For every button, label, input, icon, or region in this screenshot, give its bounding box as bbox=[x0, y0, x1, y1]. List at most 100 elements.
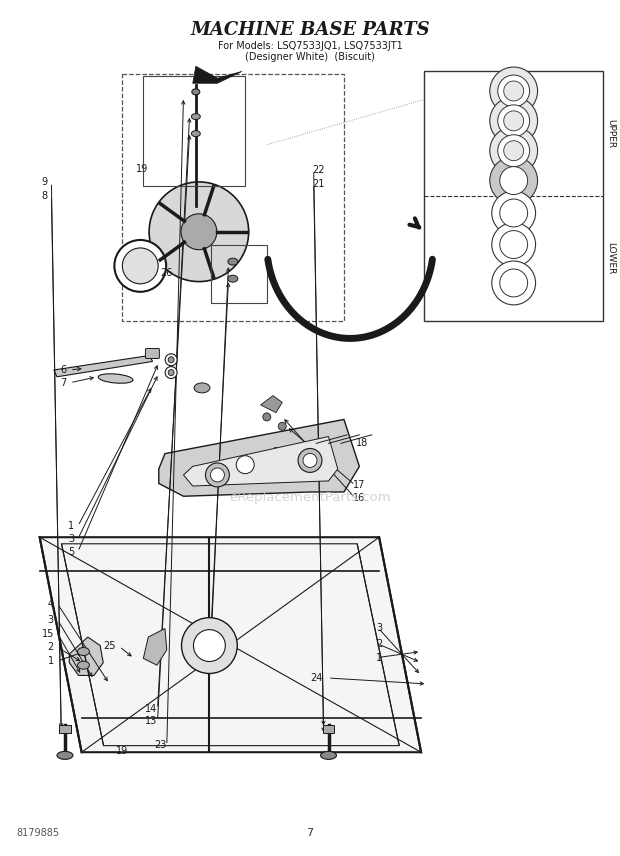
Text: 19: 19 bbox=[115, 746, 128, 756]
Circle shape bbox=[492, 191, 536, 235]
Text: 24: 24 bbox=[310, 673, 322, 683]
Circle shape bbox=[500, 167, 528, 194]
Circle shape bbox=[210, 468, 224, 482]
Ellipse shape bbox=[228, 259, 238, 265]
Circle shape bbox=[182, 618, 237, 674]
Circle shape bbox=[193, 630, 225, 662]
Ellipse shape bbox=[57, 752, 73, 759]
Circle shape bbox=[498, 75, 529, 107]
Circle shape bbox=[503, 140, 524, 161]
Bar bbox=[143, 76, 245, 186]
Text: 14: 14 bbox=[210, 619, 222, 629]
Bar bbox=[424, 71, 603, 321]
Text: UPPER: UPPER bbox=[606, 119, 615, 148]
Ellipse shape bbox=[78, 647, 89, 656]
Text: 17: 17 bbox=[353, 480, 366, 490]
Text: 23: 23 bbox=[154, 740, 167, 751]
Circle shape bbox=[263, 413, 271, 421]
Text: 16: 16 bbox=[353, 493, 365, 503]
Circle shape bbox=[492, 261, 536, 305]
Text: 22: 22 bbox=[312, 165, 324, 175]
Ellipse shape bbox=[194, 383, 210, 393]
Text: eReplacementParts.com: eReplacementParts.com bbox=[229, 491, 391, 504]
Text: 26: 26 bbox=[161, 268, 173, 277]
Circle shape bbox=[278, 422, 286, 431]
Circle shape bbox=[149, 182, 249, 282]
Text: 19: 19 bbox=[136, 163, 148, 174]
Polygon shape bbox=[69, 637, 104, 675]
Circle shape bbox=[122, 248, 158, 284]
Circle shape bbox=[503, 111, 524, 131]
Ellipse shape bbox=[192, 89, 200, 95]
Circle shape bbox=[181, 214, 217, 250]
Text: 1: 1 bbox=[376, 652, 382, 663]
Text: MACHINE BASE PARTS: MACHINE BASE PARTS bbox=[190, 21, 430, 39]
Text: 8179885: 8179885 bbox=[17, 829, 60, 838]
Polygon shape bbox=[40, 538, 421, 752]
Text: 18: 18 bbox=[356, 438, 368, 449]
Text: 25: 25 bbox=[103, 641, 115, 651]
Polygon shape bbox=[54, 355, 153, 377]
Text: 3: 3 bbox=[48, 615, 54, 625]
Circle shape bbox=[500, 199, 528, 227]
Text: 5: 5 bbox=[68, 547, 74, 556]
Circle shape bbox=[498, 105, 529, 137]
Circle shape bbox=[490, 157, 538, 205]
Text: 16: 16 bbox=[273, 447, 285, 457]
FancyBboxPatch shape bbox=[59, 726, 71, 734]
Bar bbox=[211, 245, 267, 302]
Circle shape bbox=[165, 354, 177, 366]
Circle shape bbox=[168, 357, 174, 363]
Text: 15: 15 bbox=[239, 461, 251, 472]
Text: 7: 7 bbox=[60, 377, 66, 388]
Circle shape bbox=[498, 134, 529, 167]
Circle shape bbox=[500, 269, 528, 297]
Text: 2: 2 bbox=[376, 639, 383, 649]
Text: 1: 1 bbox=[48, 656, 54, 666]
Text: 8: 8 bbox=[42, 191, 48, 201]
Text: For Models: LSQ7533JQ1, LSQ7533JT1: For Models: LSQ7533JQ1, LSQ7533JT1 bbox=[218, 41, 402, 51]
Ellipse shape bbox=[192, 131, 200, 137]
Text: 2: 2 bbox=[48, 642, 54, 652]
Circle shape bbox=[503, 81, 524, 101]
Ellipse shape bbox=[321, 752, 337, 759]
Circle shape bbox=[500, 230, 528, 259]
Text: LOWER: LOWER bbox=[606, 242, 615, 275]
Circle shape bbox=[114, 240, 166, 292]
Circle shape bbox=[492, 223, 536, 266]
Circle shape bbox=[490, 127, 538, 175]
Bar bbox=[122, 74, 344, 321]
Text: 3: 3 bbox=[376, 622, 382, 633]
Circle shape bbox=[303, 454, 317, 467]
Circle shape bbox=[205, 463, 229, 487]
Ellipse shape bbox=[98, 374, 133, 383]
Text: 15: 15 bbox=[42, 628, 54, 639]
Circle shape bbox=[165, 366, 177, 378]
Text: 7: 7 bbox=[306, 829, 314, 838]
Text: (Designer White)  (Biscuit): (Designer White) (Biscuit) bbox=[245, 52, 375, 62]
Text: 3: 3 bbox=[68, 534, 74, 544]
Text: 13: 13 bbox=[145, 716, 157, 726]
Circle shape bbox=[168, 370, 174, 376]
Text: 9: 9 bbox=[42, 177, 48, 187]
Text: 13: 13 bbox=[210, 633, 222, 643]
Text: 6: 6 bbox=[60, 365, 66, 375]
Polygon shape bbox=[184, 437, 338, 486]
Circle shape bbox=[236, 455, 254, 473]
Circle shape bbox=[298, 449, 322, 473]
Text: 1: 1 bbox=[68, 521, 74, 531]
Polygon shape bbox=[193, 66, 242, 83]
FancyBboxPatch shape bbox=[146, 348, 159, 359]
Text: 21: 21 bbox=[312, 179, 324, 189]
Ellipse shape bbox=[192, 114, 200, 120]
FancyBboxPatch shape bbox=[322, 726, 334, 734]
Polygon shape bbox=[143, 628, 167, 665]
Circle shape bbox=[490, 67, 538, 115]
Polygon shape bbox=[159, 419, 360, 496]
Ellipse shape bbox=[78, 661, 89, 669]
Text: 4: 4 bbox=[48, 598, 54, 609]
Polygon shape bbox=[260, 395, 282, 413]
Circle shape bbox=[490, 97, 538, 145]
Ellipse shape bbox=[228, 275, 238, 282]
Text: 14: 14 bbox=[145, 704, 157, 714]
